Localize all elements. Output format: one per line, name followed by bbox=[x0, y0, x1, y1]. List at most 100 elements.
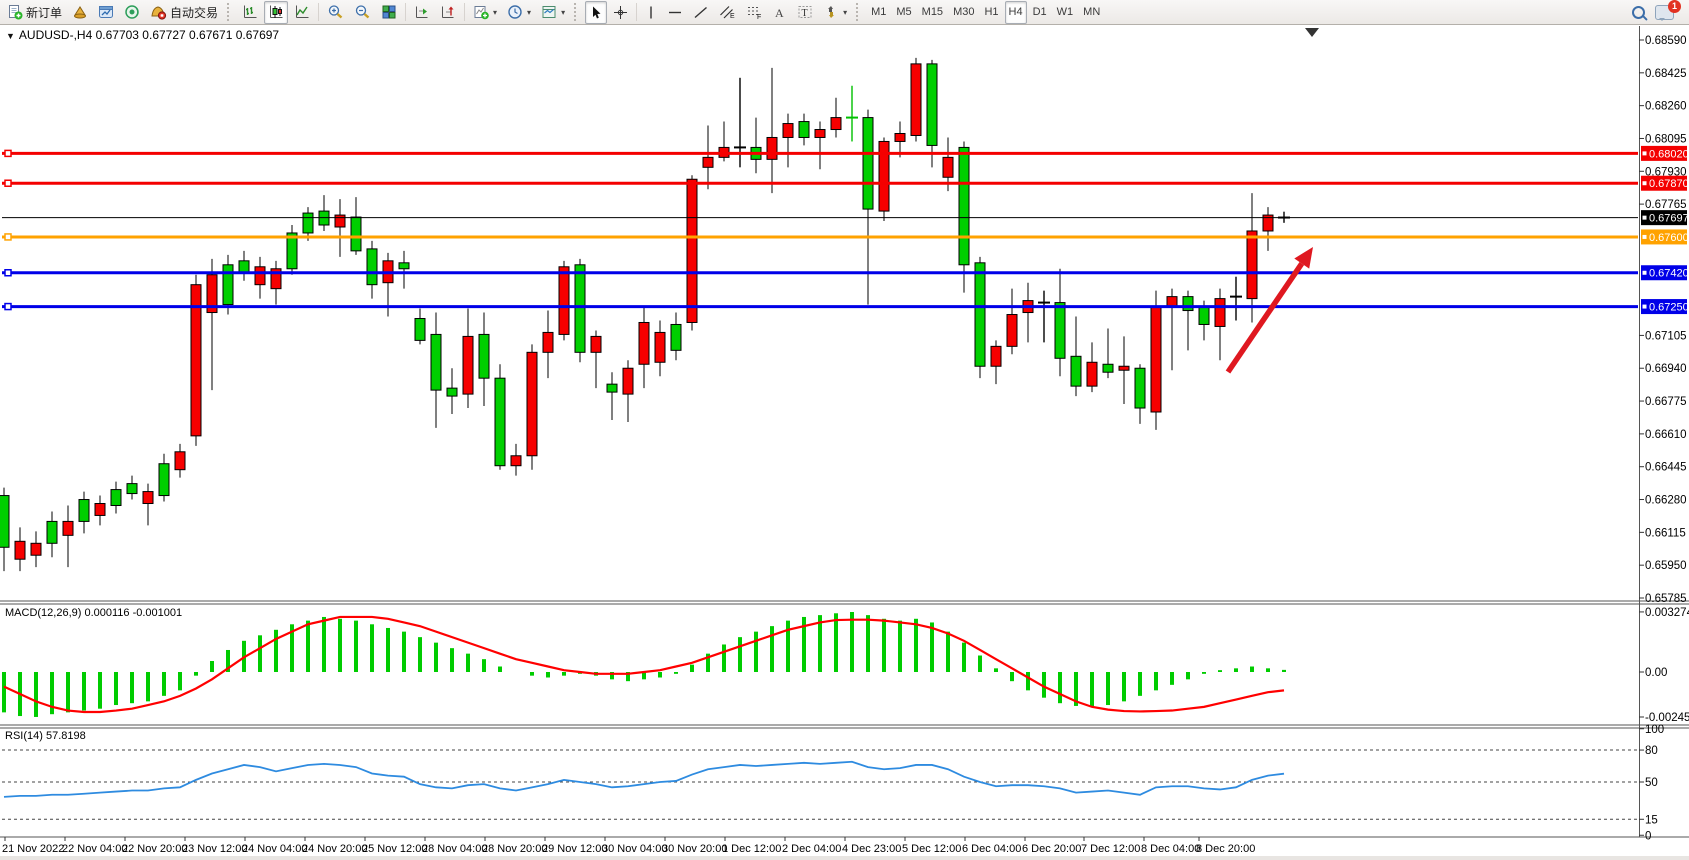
arrow-head bbox=[1294, 247, 1313, 269]
chart-shift-marker-icon[interactable] bbox=[1305, 28, 1319, 37]
tab-timeframe-m30[interactable]: M30 bbox=[949, 1, 978, 24]
search-button[interactable] bbox=[1628, 1, 1649, 24]
tab-timeframe-w1[interactable]: W1 bbox=[1053, 1, 1078, 24]
navigator-button[interactable] bbox=[94, 1, 118, 24]
fibonacci-tool-button[interactable]: F bbox=[742, 1, 767, 24]
bar-chart-button[interactable] bbox=[238, 1, 262, 24]
svg-text:F: F bbox=[757, 14, 761, 20]
search-icon bbox=[1632, 5, 1645, 19]
tab-timeframe-m5[interactable]: M5 bbox=[892, 1, 915, 24]
text-label-tool-button[interactable]: T bbox=[793, 1, 817, 24]
zoom-out-button[interactable] bbox=[350, 1, 375, 24]
terminal-button[interactable] bbox=[120, 1, 144, 24]
indicators-layer bbox=[2, 611, 1638, 820]
horizontal-line-tool-button[interactable] bbox=[663, 1, 687, 24]
dropdown-arrow-icon: ▾ bbox=[527, 7, 532, 17]
notification-count-badge: 1 bbox=[1668, 0, 1681, 13]
autotrading-button[interactable]: 自动交易 bbox=[146, 1, 222, 24]
chart-area[interactable]: 0.68590 0.68425 0.68260 0.68095 0.67930 0.677… bbox=[0, 25, 1689, 860]
tab-timeframe-mn[interactable]: MN bbox=[1079, 1, 1104, 24]
crosshair-tool-button[interactable] bbox=[609, 1, 632, 24]
bar-chart-icon bbox=[244, 5, 257, 18]
line-chart-button[interactable] bbox=[290, 1, 314, 24]
macd-signal-line bbox=[3, 615, 1285, 714]
price-tick-label: 0.65950 bbox=[1645, 560, 1687, 572]
new-order-button[interactable]: 新订单 bbox=[3, 1, 66, 24]
horizontal-line-icon bbox=[669, 11, 682, 13]
trendline-tool-button[interactable] bbox=[689, 1, 713, 24]
time-axis-label: 8 Dec 04:00 bbox=[1141, 843, 1200, 855]
time-axis-label: 1 Dec 12:00 bbox=[722, 843, 781, 855]
price-tick-label: 0.68095 bbox=[1645, 133, 1687, 145]
price-badge-0.67600 bbox=[1641, 229, 1687, 245]
vertical-line-tool-button[interactable] bbox=[641, 1, 661, 24]
price-chart-canvas[interactable]: 0.68590 0.68425 0.68260 0.68095 0.67930 0.677… bbox=[0, 25, 1689, 860]
tab-timeframe-h1[interactable]: H1 bbox=[980, 1, 1002, 24]
dropdown-arrow-icon: ▾ bbox=[561, 7, 566, 17]
navigator-icon bbox=[99, 6, 114, 18]
zoom-in-button[interactable] bbox=[323, 1, 348, 24]
channel-tool-button[interactable]: E bbox=[715, 1, 740, 24]
rsi-line bbox=[3, 760, 1285, 798]
new-order-label: 新订单 bbox=[26, 5, 63, 20]
timeframe-label: W1 bbox=[1056, 6, 1074, 18]
horizontal-level-lines[interactable] bbox=[2, 149, 1638, 311]
rsi-tick-label: 15 bbox=[1645, 814, 1658, 826]
time-axis-label: 24 Nov 04:00 bbox=[242, 843, 307, 855]
chart-shift-button[interactable] bbox=[436, 1, 460, 24]
time-axis-label: 6 Dec 04:00 bbox=[962, 843, 1021, 855]
templates-icon bbox=[542, 6, 556, 18]
periods-button[interactable]: ▾ bbox=[503, 1, 535, 24]
time-axis-label: 22 Nov 20:00 bbox=[122, 843, 187, 855]
price-badge-0.67420 bbox=[1641, 265, 1687, 281]
chart-shift-icon bbox=[442, 6, 454, 18]
price-badge-label: 0.67420 bbox=[1649, 268, 1689, 280]
text-tool-button[interactable]: A bbox=[769, 1, 791, 24]
timeframe-label: H4 bbox=[1008, 6, 1023, 18]
symbol-dropdown-icon[interactable]: ▼ bbox=[6, 31, 15, 41]
arrows-icon bbox=[828, 6, 835, 18]
dropdown-arrow-icon: ▾ bbox=[493, 7, 498, 17]
main-toolbar: 新订单 自动交易 bbox=[0, 0, 1689, 25]
timeframe-label: M5 bbox=[896, 6, 912, 18]
market-watch-button[interactable] bbox=[68, 1, 92, 24]
cursor-tool-button[interactable] bbox=[585, 0, 608, 24]
chat-bubble-icon: 1 bbox=[1655, 0, 1681, 21]
terminal-icon bbox=[125, 5, 139, 19]
toolbar-separator bbox=[318, 3, 320, 21]
text-label-icon: T bbox=[798, 6, 812, 19]
timeframe-label: M1 bbox=[871, 6, 887, 18]
shapes-tool-button[interactable]: ▾ bbox=[819, 1, 851, 24]
price-tick-label: 0.65785 bbox=[1645, 593, 1687, 605]
candlestick-chart-button[interactable] bbox=[264, 0, 289, 24]
timeframe-label: D1 bbox=[1032, 6, 1047, 18]
indicators-button[interactable]: ▾ bbox=[469, 1, 501, 24]
trend-arrow-annotation[interactable] bbox=[1225, 247, 1313, 374]
time-axis-label: 6 Dec 20:00 bbox=[1022, 843, 1081, 855]
price-tick-label: 0.67105 bbox=[1645, 330, 1687, 342]
tab-timeframe-m1[interactable]: M1 bbox=[867, 1, 890, 24]
price-tick-label: 0.66940 bbox=[1645, 363, 1687, 375]
toolbar-grip[interactable] bbox=[574, 3, 580, 21]
tab-timeframe-d1[interactable]: D1 bbox=[1029, 1, 1051, 24]
indicators-icon bbox=[474, 6, 489, 20]
price-tick-label: 0.66775 bbox=[1645, 396, 1687, 408]
tile-windows-button[interactable] bbox=[377, 1, 401, 24]
time-axis-label: 2 Dec 04:00 bbox=[782, 843, 841, 855]
tab-timeframe-m15[interactable]: M15 bbox=[918, 1, 947, 24]
time-axis-label: 30 Nov 20:00 bbox=[662, 843, 727, 855]
price-badge-label: 0.67250 bbox=[1649, 302, 1689, 314]
price-badge-label: 0.67870 bbox=[1649, 178, 1689, 190]
toolbar-grip[interactable] bbox=[227, 3, 233, 21]
toolbar-grip[interactable] bbox=[856, 3, 862, 21]
auto-scroll-button[interactable] bbox=[410, 1, 434, 24]
templates-button[interactable]: ▾ bbox=[537, 1, 569, 24]
rsi-tick-label: 50 bbox=[1645, 777, 1658, 789]
autotrading-label: 自动交易 bbox=[170, 5, 219, 20]
notifications-button[interactable]: 1 bbox=[1651, 0, 1686, 24]
tab-timeframe-h4[interactable]: H4 bbox=[1004, 0, 1027, 24]
timeframe-label: M30 bbox=[953, 6, 975, 18]
tile-windows-icon bbox=[382, 5, 396, 19]
time-axis-label: 29 Nov 12:00 bbox=[542, 843, 607, 855]
